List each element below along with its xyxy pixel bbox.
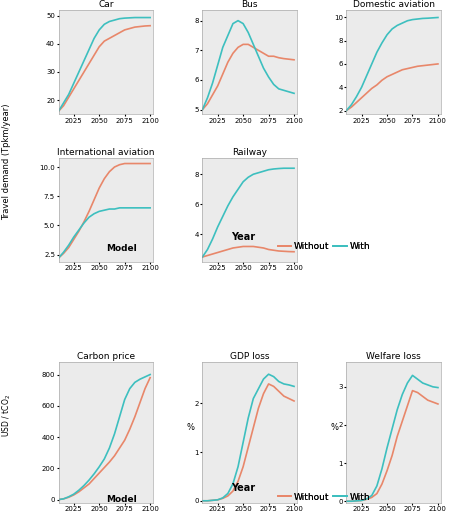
Legend: Without, With: Without, With (274, 238, 374, 254)
Text: Model: Model (106, 244, 137, 253)
Title: GDP loss: GDP loss (230, 352, 270, 361)
Title: Car: Car (98, 1, 113, 9)
Legend: Without, With: Without, With (274, 489, 374, 505)
Title: Bus: Bus (242, 1, 258, 9)
Title: Carbon price: Carbon price (77, 352, 135, 361)
Title: International aviation: International aviation (57, 148, 155, 157)
Text: Year: Year (231, 232, 255, 242)
Text: Travel demand (Tpkm/year): Travel demand (Tpkm/year) (2, 103, 11, 220)
Text: USD / tCO$_2$: USD / tCO$_2$ (0, 394, 13, 437)
Title: Welfare loss: Welfare loss (366, 352, 421, 361)
Title: Railway: Railway (232, 148, 267, 157)
Text: Year: Year (231, 483, 255, 494)
Text: Model: Model (106, 495, 137, 504)
Title: Domestic aviation: Domestic aviation (353, 1, 435, 9)
Y-axis label: %: % (186, 423, 194, 432)
Y-axis label: %: % (330, 423, 338, 432)
